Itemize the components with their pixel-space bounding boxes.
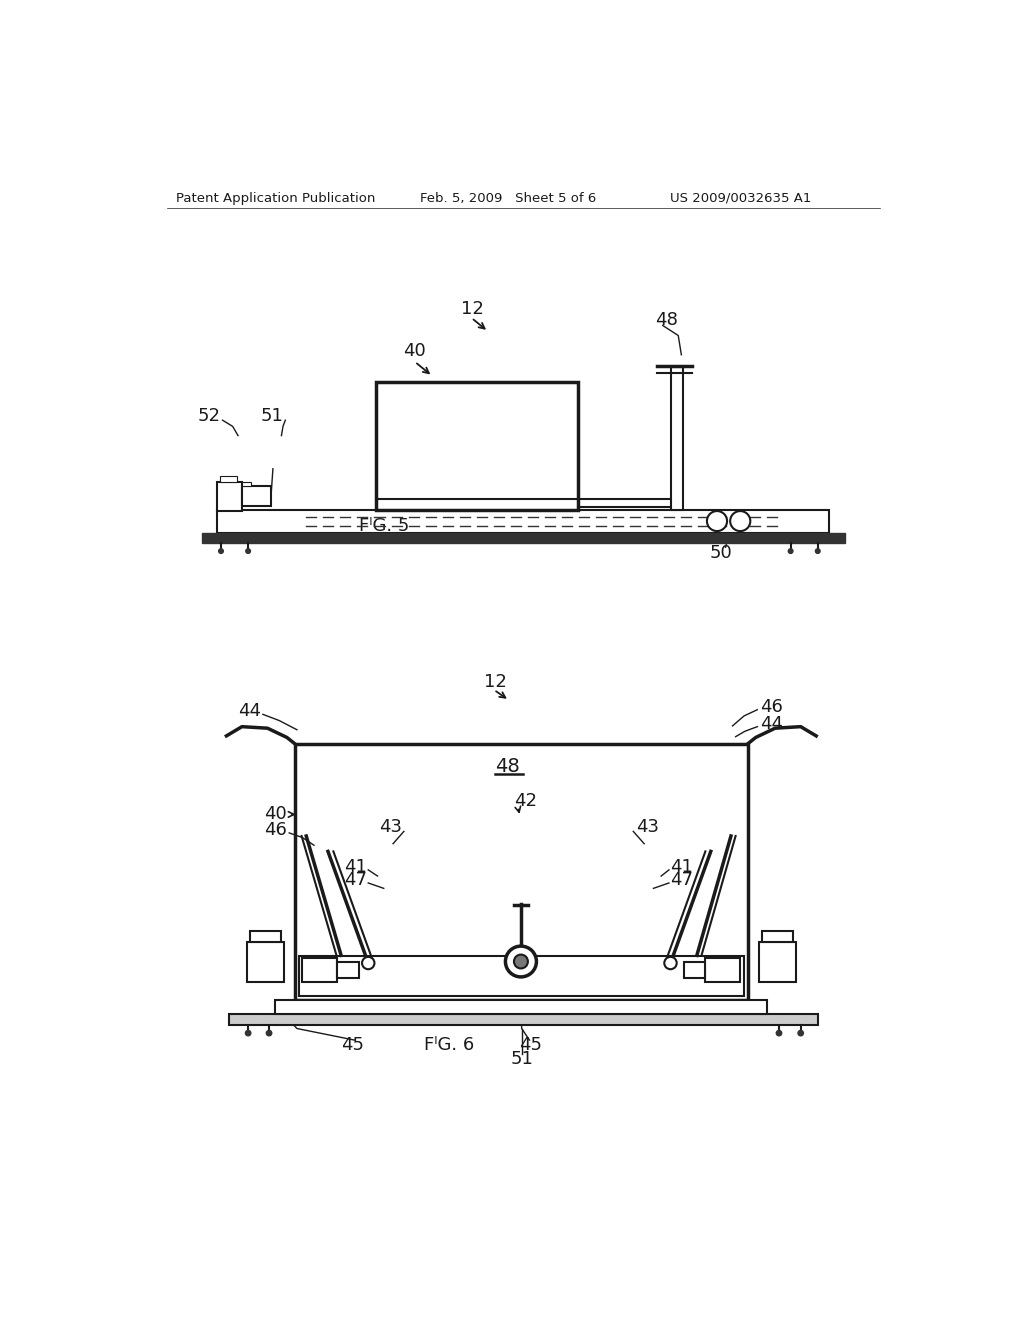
Bar [247, 942, 284, 982]
Text: 51: 51 [510, 1051, 534, 1068]
Text: 41: 41 [671, 858, 693, 875]
Bar [671, 367, 683, 510]
Bar [376, 383, 578, 510]
Bar [759, 942, 796, 982]
Bar [217, 482, 242, 511]
Text: 45: 45 [341, 1036, 365, 1055]
Text: 41: 41 [344, 858, 367, 875]
Text: 43: 43 [379, 818, 401, 836]
Circle shape [815, 549, 820, 553]
Text: 47: 47 [671, 871, 693, 888]
Circle shape [514, 954, 528, 969]
Bar [302, 958, 337, 982]
Bar [242, 482, 251, 487]
Text: 48: 48 [496, 758, 520, 776]
Text: 45: 45 [519, 1036, 543, 1055]
Circle shape [788, 549, 793, 553]
Bar [275, 1001, 767, 1014]
Bar [217, 510, 829, 533]
Text: 48: 48 [655, 312, 678, 329]
Bar [295, 743, 748, 1001]
Text: 46: 46 [264, 821, 287, 838]
Circle shape [362, 957, 375, 969]
Text: 46: 46 [760, 698, 782, 715]
Bar [202, 533, 845, 544]
Text: 47: 47 [344, 871, 367, 888]
Text: 12: 12 [484, 673, 507, 690]
Text: 40: 40 [403, 342, 426, 360]
Bar [250, 932, 281, 942]
Circle shape [219, 549, 223, 553]
Text: FᴵG. 6: FᴵG. 6 [425, 1036, 475, 1055]
Text: 50: 50 [710, 544, 732, 561]
Circle shape [730, 511, 751, 531]
Bar [228, 1014, 818, 1024]
Circle shape [665, 957, 677, 969]
Bar [220, 477, 238, 482]
Bar [337, 961, 359, 978]
Circle shape [266, 1031, 271, 1036]
Bar [706, 958, 740, 982]
Text: Feb. 5, 2009   Sheet 5 of 6: Feb. 5, 2009 Sheet 5 of 6 [420, 191, 596, 205]
Circle shape [506, 946, 537, 977]
Circle shape [798, 1031, 804, 1036]
Circle shape [246, 1031, 251, 1036]
Text: 44: 44 [760, 715, 782, 734]
Text: US 2009/0032635 A1: US 2009/0032635 A1 [670, 191, 811, 205]
Text: 12: 12 [461, 300, 484, 318]
Bar [242, 487, 271, 507]
Text: FᴵG. 5: FᴵG. 5 [358, 516, 409, 535]
Circle shape [776, 1031, 781, 1036]
Text: 42: 42 [514, 792, 537, 810]
Text: 40: 40 [264, 805, 287, 824]
Text: 43: 43 [636, 818, 658, 836]
Text: Patent Application Publication: Patent Application Publication [175, 191, 375, 205]
Text: 44: 44 [239, 702, 261, 721]
Text: 51: 51 [260, 408, 283, 425]
Circle shape [246, 549, 251, 553]
Text: 52: 52 [198, 408, 221, 425]
Bar [762, 932, 793, 942]
Bar [684, 961, 706, 978]
Circle shape [707, 511, 727, 531]
Bar [299, 956, 744, 997]
